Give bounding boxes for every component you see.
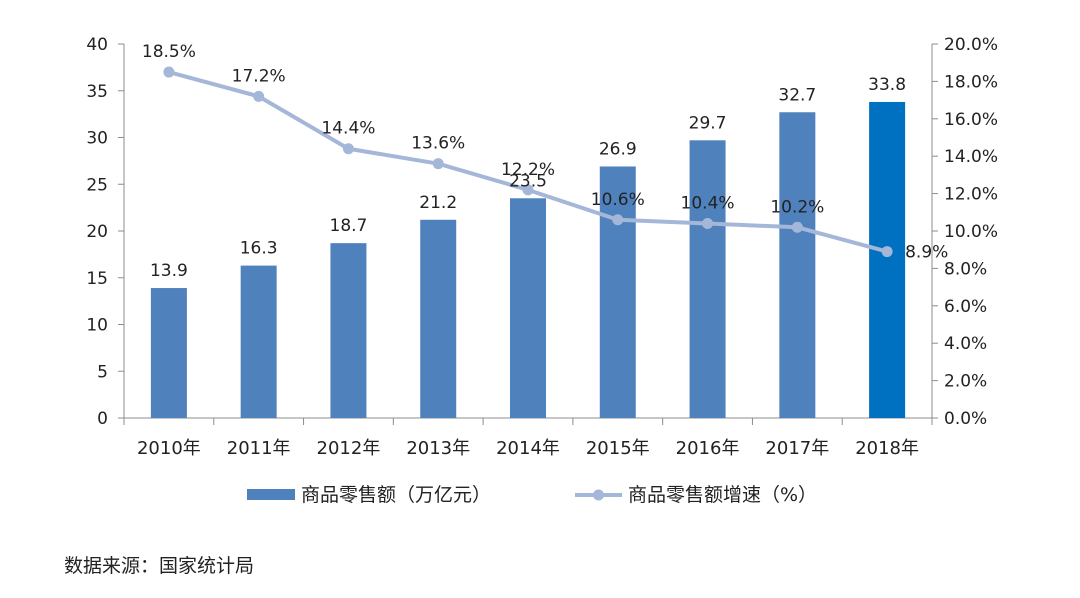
bar — [510, 198, 546, 418]
growth-point — [253, 90, 265, 102]
x-tick-label: 2014年 — [496, 438, 560, 459]
x-tick-label: 2013年 — [406, 438, 470, 459]
x-tick-label: 2010年 — [137, 438, 201, 459]
y-right-tick-label: 16.0% — [944, 110, 998, 130]
legend-line-marker — [593, 489, 604, 501]
bars-layer — [150, 101, 906, 418]
growth-value-label: 14.4% — [321, 119, 375, 139]
growth-value-label: 18.5% — [142, 42, 196, 62]
legend-bar-label: 商品零售额（万亿元） — [301, 484, 491, 506]
x-tick-label: 2018年 — [855, 438, 919, 459]
legend-bar-swatch — [247, 489, 295, 500]
bar-value-label: 18.7 — [330, 216, 368, 236]
bar-value-label: 32.7 — [778, 85, 816, 105]
bar — [599, 166, 636, 418]
labels-layer: 13.9 16.3 18.7 21.2 23.5 26.9 29.7 32.7 33.8 18.5… — [142, 42, 948, 281]
legend: 商品零售额（万亿元） 商品零售额增速（%） — [247, 484, 817, 506]
y-right-tick-label: 8.0% — [944, 259, 987, 279]
axes-layer: 0 5 10 15 20 25 30 35 40 0.0% 2.0% 4.0% 6.0% 8.0% 10.0… — [86, 35, 998, 459]
growth-point — [163, 66, 175, 78]
bar-value-label: 16.3 — [240, 239, 278, 259]
y-right-tick-label: 14.0% — [944, 147, 998, 167]
bar-value-label: 23.5 — [509, 171, 547, 191]
bar-value-label: 13.9 — [150, 261, 188, 281]
bar — [420, 219, 457, 418]
y-right-tick-label: 10.0% — [944, 222, 998, 242]
y-left-tick-label: 5 — [97, 362, 108, 382]
line-layer — [163, 66, 893, 258]
y-left-tick-label: 40 — [86, 35, 108, 55]
y-left-tick-label: 15 — [86, 269, 108, 289]
bar-value-label: 26.9 — [599, 139, 637, 159]
bar — [779, 112, 816, 418]
growth-point — [881, 246, 893, 258]
growth-point — [612, 214, 624, 226]
bar-value-label: 21.2 — [419, 193, 457, 213]
y-right-tick-label: 20.0% — [944, 35, 998, 55]
y-left-tick-label: 20 — [86, 222, 108, 242]
x-tick-label: 2015年 — [586, 438, 650, 459]
bar — [869, 101, 906, 418]
y-right-tick-label: 18.0% — [944, 72, 998, 92]
x-tick-label: 2012年 — [317, 438, 381, 459]
y-right-tick-label: 2.0% — [944, 372, 987, 392]
growth-value-label: 12.2% — [501, 160, 555, 180]
growth-value-label: 10.2% — [770, 197, 824, 217]
y-right-tick-label: 4.0% — [944, 334, 987, 354]
growth-point — [342, 143, 354, 155]
bar-value-label: 33.8 — [868, 75, 906, 95]
x-tick-label: 2011年 — [227, 438, 291, 459]
y-right-tick-label: 0.0% — [944, 409, 987, 429]
growth-value-label: 10.6% — [591, 190, 645, 210]
growth-point — [702, 218, 714, 230]
bar — [150, 288, 187, 418]
growth-value-label: 17.2% — [232, 66, 286, 86]
y-left-tick-label: 35 — [86, 82, 108, 102]
source-note: 数据来源：国家统计局 — [64, 555, 255, 577]
growth-value-label: 13.6% — [411, 134, 465, 154]
growth-point — [432, 158, 444, 170]
growth-point — [791, 221, 803, 233]
bar — [330, 243, 367, 418]
growth-point — [522, 184, 534, 196]
y-left-tick-label: 0 — [97, 409, 108, 429]
legend-line-label: 商品零售额增速（%） — [628, 484, 817, 506]
x-tick-label: 2017年 — [765, 438, 829, 459]
bar — [689, 140, 726, 418]
y-left-tick-label: 10 — [86, 316, 108, 336]
bar — [240, 265, 277, 418]
growth-value-label: 8.9% — [905, 243, 948, 263]
growth-value-label: 10.4% — [681, 194, 735, 214]
x-tick-label: 2016年 — [676, 438, 740, 459]
bar-value-label: 29.7 — [689, 113, 727, 133]
y-right-tick-label: 6.0% — [944, 297, 987, 317]
y-right-tick-label: 12.0% — [944, 185, 998, 205]
y-left-tick-label: 30 — [86, 129, 108, 149]
y-left-tick-label: 25 — [86, 175, 108, 195]
